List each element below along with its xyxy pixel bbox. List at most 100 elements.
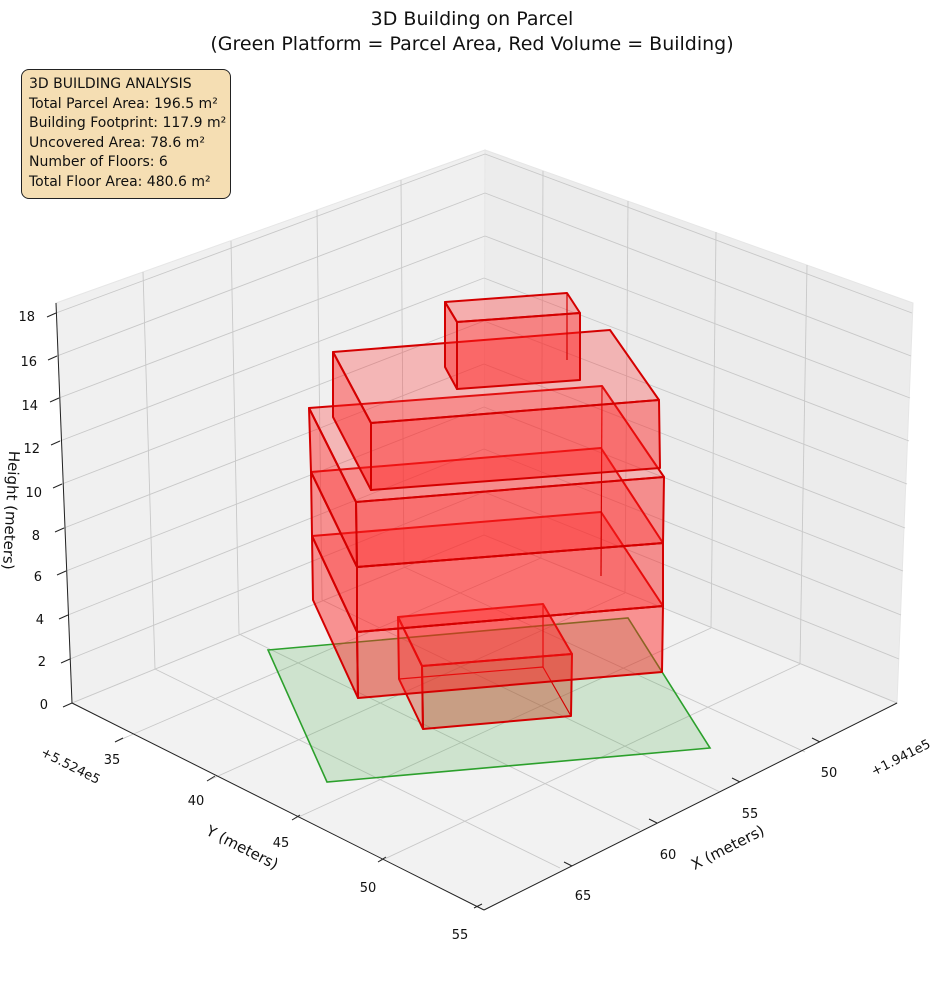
- grid-line: [624, 200, 629, 594]
- grid-line: [238, 633, 641, 831]
- y-tick-mark: [291, 814, 301, 821]
- box-face: [456, 312, 581, 390]
- z-tick-mark: [49, 397, 60, 403]
- grid-line: [154, 668, 561, 869]
- x-tick-mark: [731, 777, 741, 783]
- grid-line: [142, 271, 156, 670]
- grid-line: [483, 363, 906, 529]
- z-tick-mark: [56, 570, 67, 576]
- info-line: Building Footprint: 117.9 m²: [29, 115, 227, 132]
- z-tick-label: 12: [23, 442, 40, 457]
- info-box: 3D BUILDING ANALYSIS Total Parcel Area: …: [21, 69, 231, 199]
- grid-line: [114, 557, 542, 743]
- x-tick-label: 55: [742, 807, 759, 822]
- info-line: Total Parcel Area: 196.5 m²: [29, 95, 218, 112]
- z-tick-labels: 0 2 4 6 8 10 12 14 16 18: [18, 310, 48, 713]
- z-axis-label: Height (meters): [0, 450, 23, 570]
- x-tick-mark: [648, 818, 658, 824]
- info-line: Uncovered Area: 78.6 m²: [29, 134, 205, 151]
- x-tick-label: 50: [821, 766, 838, 781]
- rooftop-block: [444, 292, 581, 390]
- z-tick-label: 14: [21, 399, 38, 414]
- grid-line: [321, 599, 721, 793]
- chart-title: 3D Building on Parcel: [371, 8, 574, 30]
- x-tick-label: 60: [660, 848, 677, 863]
- grid-line: [69, 491, 485, 660]
- box-face: [355, 476, 665, 568]
- y-tick-label: 40: [188, 794, 205, 809]
- y-tick-mark: [206, 775, 216, 782]
- y-tick-label: 50: [360, 881, 377, 896]
- parcel-platform: [266, 617, 712, 783]
- grid-line: [484, 235, 911, 399]
- main-block-floor-3: [308, 385, 665, 577]
- z-tick-mark: [54, 527, 65, 533]
- z-tick-mark: [62, 702, 73, 708]
- x-tick-mark: [811, 737, 821, 743]
- z-tick-label: 6: [34, 570, 42, 585]
- info-line: 3D BUILDING ANALYSIS: [29, 76, 192, 92]
- y-tick-mark: [473, 903, 483, 909]
- main-block-floor-1: [311, 511, 664, 699]
- z-ticks: [46, 312, 73, 708]
- y-tick-labels: 35 40 45 50 55: [104, 753, 469, 943]
- grid-line: [377, 663, 801, 863]
- y-tick-mark: [114, 737, 124, 743]
- z-tick-mark: [46, 312, 57, 318]
- grid-line: [61, 320, 485, 485]
- grid-line: [400, 179, 405, 568]
- grid-line: [63, 363, 485, 529]
- x-tick-labels: 50 55 60 65: [575, 766, 838, 904]
- grid-lines: [55, 153, 913, 869]
- box-face: [370, 399, 661, 491]
- y-tick-label: 35: [104, 753, 121, 768]
- grid-line: [483, 534, 898, 704]
- x-axis-line: [483, 702, 898, 911]
- grid-line: [710, 231, 717, 629]
- z-tick-label: 4: [36, 613, 44, 628]
- grid-line: [403, 566, 806, 753]
- grid-line: [483, 491, 900, 660]
- grid-line: [55, 153, 486, 314]
- grid-line: [59, 277, 485, 442]
- z-tick-label: 8: [32, 529, 40, 544]
- z-tick-mark: [52, 483, 63, 489]
- y-tick-label: 45: [273, 836, 290, 851]
- y-axis-label: Y (meters): [202, 821, 281, 873]
- y-ticks: [114, 737, 483, 909]
- z-tick-mark: [47, 355, 58, 361]
- grid-line: [230, 240, 240, 635]
- z-tick-label: 16: [20, 355, 37, 370]
- info-line: Total Floor Area: 480.6 m²: [29, 173, 211, 190]
- grid-line: [483, 406, 904, 572]
- z-tick-mark: [58, 614, 69, 620]
- grid-line: [56, 192, 486, 357]
- z-tick-label: 18: [18, 310, 35, 325]
- back-panes: [55, 149, 914, 911]
- x-ticks: [563, 737, 821, 867]
- z-axis-line: [55, 302, 73, 704]
- info-line: Number of Floors: 6: [29, 154, 168, 171]
- building-volume: [308, 292, 665, 730]
- y-tick-label: 55: [452, 928, 469, 943]
- box-edge: [600, 385, 603, 577]
- grid-line: [58, 235, 486, 399]
- x-tick-mark: [563, 861, 573, 867]
- x-axis-label: X (meters): [688, 821, 767, 873]
- grid-line: [483, 277, 910, 442]
- y-offset-label: +5.524e5: [38, 745, 102, 788]
- grid-line: [484, 153, 913, 314]
- z-tick-label: 0: [40, 698, 48, 713]
- annex-block: [397, 603, 573, 730]
- grid-line: [291, 627, 712, 821]
- grid-line: [67, 448, 485, 616]
- y-axis-line: [71, 702, 485, 911]
- grid-line: [799, 264, 808, 665]
- z-tick-label: 10: [25, 486, 42, 501]
- grid-line: [484, 192, 912, 357]
- z-tick-label: 2: [38, 655, 46, 670]
- chart-subtitle: (Green Platform = Parcel Area, Red Volum…: [210, 33, 733, 55]
- axis-lines: [55, 302, 898, 911]
- x-offset-label: +1.941e5: [869, 737, 933, 780]
